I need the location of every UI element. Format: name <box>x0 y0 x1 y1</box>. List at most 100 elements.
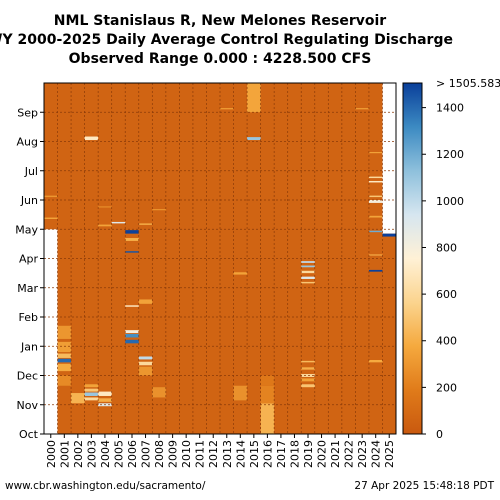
colorbar-tick-label-0: 0 <box>436 428 443 441</box>
colorbar-over-label: > 1505.583 <box>436 77 500 90</box>
flow-cell-2007-28 <box>138 361 153 366</box>
colorbar-tick-label-200: 200 <box>436 381 457 394</box>
flow-cell-2007-27 <box>138 366 153 376</box>
colorbar-tick-label-1400: 1400 <box>436 102 464 115</box>
x-tick-label-2017: 2017 <box>275 440 288 468</box>
colorbar-gradient <box>402 82 423 435</box>
flow-cell-2003-13 <box>84 136 99 141</box>
flow-cell-2001-5 <box>57 353 72 358</box>
colorbar: 0 200 400 600 800 1000 1200 1400 > 1505.583 <box>402 77 500 441</box>
x-tick-label-2020: 2020 <box>316 440 329 468</box>
flow-cell-2016-41 <box>260 375 275 386</box>
y-tick-label-Jul: Jul <box>24 165 38 178</box>
footer-timestamp: 27 Apr 2025 15:48:18 PDT <box>354 480 494 492</box>
flow-cell-2006-20 <box>125 339 139 344</box>
x-tick-label-2025: 2025 <box>383 440 396 468</box>
colorbar-tick-label-1000: 1000 <box>436 195 464 208</box>
flow-cell-2023-52 <box>355 108 369 110</box>
x-tick-label-2018: 2018 <box>288 440 301 468</box>
y-tick-label-Dec: Dec <box>17 370 38 383</box>
x-tick-label-2021: 2021 <box>329 440 342 468</box>
flow-cell-2014-35 <box>233 385 248 401</box>
y-tick-label-Sep: Sep <box>17 106 38 119</box>
x-tick-label-2014: 2014 <box>234 440 247 468</box>
flow-cell-2001-4 <box>57 358 72 363</box>
x-tick-label-2023: 2023 <box>356 440 369 468</box>
flow-cell-2019-50 <box>301 265 315 268</box>
flow-cell-2024-62 <box>368 152 383 154</box>
x-tick-label-2022: 2022 <box>343 440 356 468</box>
flow-cell-2013-34 <box>220 108 234 110</box>
x-tick-label-2010: 2010 <box>180 440 193 468</box>
x-tick-label-2012: 2012 <box>207 440 220 468</box>
x-tick-label-2011: 2011 <box>194 440 207 468</box>
flow-cell-2006-26 <box>125 230 139 234</box>
flow-cell-2007-29 <box>138 356 153 360</box>
flow-cell-2003-10 <box>84 392 99 396</box>
x-tick-label-2002: 2002 <box>72 440 85 468</box>
y-tick-label-Jun: Jun <box>20 194 38 207</box>
colorbar-tick-label-600: 600 <box>436 288 457 301</box>
x-tick-label-2000: 2000 <box>45 440 58 468</box>
missing-data-2000-0 <box>44 229 58 434</box>
x-tick-label-2013: 2013 <box>221 440 234 468</box>
y-tick-label-Aug: Aug <box>17 136 38 149</box>
flow-cell-2003-12 <box>84 384 99 388</box>
flow-cell-2014-36 <box>233 272 248 275</box>
x-tick-label-2004: 2004 <box>99 440 112 468</box>
colorbar-tick-label-800: 800 <box>436 241 457 254</box>
flow-cell-2024-59 <box>368 195 383 198</box>
x-tick-label-2005: 2005 <box>112 440 125 468</box>
y-tick-label-May: May <box>15 223 38 236</box>
colorbar-tick-label-1200: 1200 <box>436 148 464 161</box>
x-tick-label-2008: 2008 <box>153 440 166 468</box>
flow-cell-2004-15 <box>98 398 112 402</box>
flow-cell-2019-46 <box>301 360 315 363</box>
flow-cell-2006-22 <box>125 330 139 334</box>
flow-cell-2016-40 <box>260 385 275 404</box>
flow-cell-2024-60 <box>368 180 383 183</box>
x-tick-label-2015: 2015 <box>248 440 261 468</box>
chart-title-line-2: WY 2000-2025 Daily Average Control Regul… <box>0 32 453 48</box>
flow-cell-2004-16 <box>98 391 112 396</box>
flow-cell-2024-53 <box>368 359 383 363</box>
y-tick-label-Mar: Mar <box>17 282 38 295</box>
flow-cell-2024-61 <box>368 176 383 179</box>
flow-cell-2006-23 <box>125 305 139 307</box>
flow-cell-2007-30 <box>138 299 153 304</box>
x-tick-label-2024: 2024 <box>370 440 383 468</box>
flow-cell-2015-38 <box>247 83 261 113</box>
flow-cell-2005-19 <box>111 221 126 224</box>
x-tick-label-2003: 2003 <box>85 440 98 468</box>
flow-cell-2024-56 <box>368 230 383 233</box>
flow-cell-2024-54 <box>368 269 383 272</box>
flow-cell-2019-47 <box>301 281 315 284</box>
flow-cell-2006-25 <box>125 238 139 241</box>
footer-source: www.cbr.washington.edu/sacramento/ <box>5 480 206 492</box>
flow-cell-2015-37 <box>247 137 261 141</box>
y-tick-label-Feb: Feb <box>19 311 38 324</box>
x-tick-label-2007: 2007 <box>140 440 153 468</box>
flow-cell-2006-21 <box>125 333 139 338</box>
missing-data-2025-1 <box>382 83 396 234</box>
flow-cell-2008-32 <box>152 387 166 398</box>
chart-subtitle: Observed Range 0.000 : 4228.500 CFS <box>69 51 372 67</box>
flow-cell-2016-39 <box>260 403 275 434</box>
chart-title-line-1: NML Stanislaus R, New Melones Reservoir <box>54 13 387 29</box>
y-tick-label-Jan: Jan <box>20 340 38 353</box>
flow-cell-2004-18 <box>98 206 112 208</box>
flow-cell-2019-51 <box>301 261 315 263</box>
flow-cell-2024-55 <box>368 254 383 256</box>
y-axis: Oct Nov Dec Jan Feb Mar Apr May Jun Jul Aug Sep <box>15 106 44 441</box>
x-tick-label-2006: 2006 <box>126 440 139 468</box>
x-tick-label-2001: 2001 <box>58 440 71 468</box>
x-tick-label-2016: 2016 <box>261 440 274 468</box>
flow-cell-2000-0 <box>44 217 58 220</box>
flow-cell-2001-7 <box>57 325 72 339</box>
flow-cell-2019-43 <box>301 378 315 382</box>
flow-cell-2019-45 <box>301 367 315 370</box>
flow-cell-2019-49 <box>301 270 315 274</box>
flow-cell-2006-24 <box>125 251 139 253</box>
colorbar-tick-label-400: 400 <box>436 335 457 348</box>
flow-cell-2003-11 <box>84 388 99 392</box>
